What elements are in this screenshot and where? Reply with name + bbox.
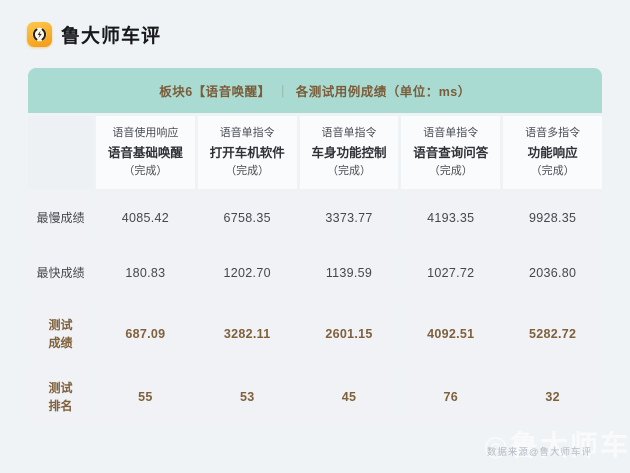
table-cell: 4193.35: [401, 192, 501, 243]
column-header-status: （完成）: [225, 164, 270, 177]
row-label-test-score: 测试 成绩: [28, 303, 93, 364]
column-header-body-function-control: 语音单指令 车身功能控制 （完成）: [299, 116, 399, 189]
column-header-group: 语音单指令: [219, 126, 275, 139]
table-cell: 5282.72: [503, 303, 602, 364]
column-header-status: （完成）: [326, 164, 371, 177]
table-cell: 32: [503, 367, 602, 426]
table-cell: 6758.35: [197, 192, 297, 243]
table-title-left: 板块6【语音唤醒】: [159, 85, 271, 99]
column-header-status: （完成）: [428, 164, 473, 177]
column-header-function-response: 语音多指令 功能响应 （完成）: [503, 116, 602, 189]
brand-header: 鲁大师车评: [27, 21, 161, 48]
column-header-group: 语音单指令: [423, 126, 479, 139]
column-header-case: 语音基础唤醒: [107, 145, 183, 160]
brand-name: 鲁大师车评: [61, 26, 162, 47]
column-header-status: （完成）: [123, 164, 168, 177]
table-title-separator: ｜: [276, 85, 290, 99]
column-header-voice-basic-wake: 语音使用响应 语音基础唤醒 （完成）: [96, 116, 195, 189]
table-cell: 3282.11: [197, 303, 297, 364]
table-cell: 9928.35: [503, 192, 602, 243]
table-cell: 45: [299, 367, 399, 426]
table-cell: 180.83: [96, 246, 195, 300]
table-title-right: 各测试用例成绩（单位：ms）: [295, 85, 471, 99]
voice-wake-results-table: 板块6【语音唤醒】 ｜ 各测试用例成绩（单位：ms） 语音使用响应 语音基础唤醒…: [28, 68, 602, 426]
table-cell: 4085.42: [96, 192, 195, 243]
table-cell: 1027.72: [401, 246, 501, 300]
table-cell: 2601.15: [299, 303, 399, 364]
ghost-watermark: ◎鲁大师车评: [483, 430, 630, 461]
column-header-voice-query: 语音单指令 语音查询问答 （完成）: [401, 116, 501, 189]
table-title-band: 板块6【语音唤醒】 ｜ 各测试用例成绩（单位：ms）: [28, 68, 602, 113]
table-cell: 2036.80: [503, 246, 602, 300]
column-header-group: 语音使用响应: [112, 126, 179, 139]
corner-cell: [28, 116, 93, 189]
table-cell: 1139.59: [299, 246, 399, 300]
column-header-case: 功能响应: [527, 145, 578, 160]
table-cell: 687.09: [96, 303, 195, 364]
table-cell: 1202.70: [197, 246, 297, 300]
column-header-case: 语音查询问答: [413, 145, 489, 160]
table-cell: 3373.77: [299, 192, 399, 243]
column-header-group: 语音单指令: [321, 126, 377, 139]
row-label-fastest: 最快成绩: [28, 246, 93, 300]
row-label-slowest: 最慢成绩: [28, 192, 93, 243]
column-header-case: 车身功能控制: [311, 145, 387, 160]
row-label-test-rank: 测试 排名: [28, 367, 93, 426]
data-source-watermark: 数据来源@鲁大师车评: [486, 447, 592, 458]
column-header-group: 语音多指令: [525, 126, 581, 139]
column-header-open-car-app: 语音单指令 打开车机软件 （完成）: [197, 116, 297, 189]
table-cell: 76: [401, 367, 501, 426]
table-cell: 53: [197, 367, 297, 426]
column-header-status: （完成）: [530, 164, 575, 177]
masterlu-logo-icon: [27, 22, 52, 47]
table-cell: 55: [96, 367, 195, 426]
table-cell: 4092.51: [401, 303, 501, 364]
column-header-case: 打开车机软件: [209, 145, 285, 160]
